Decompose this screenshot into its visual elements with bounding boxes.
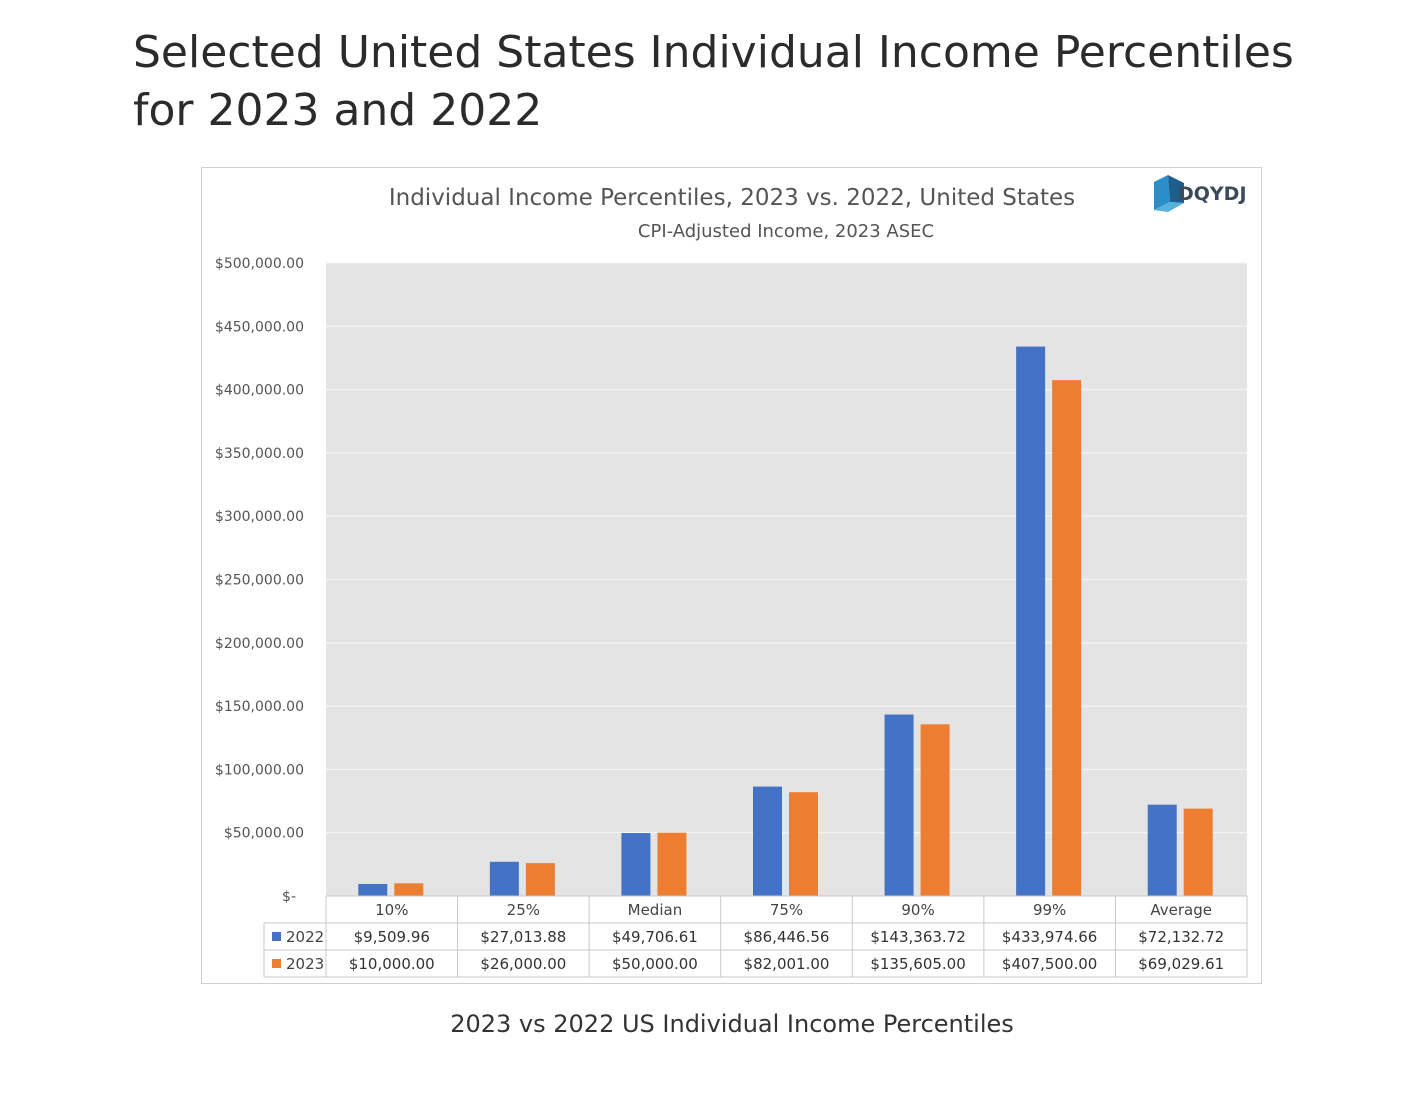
data-label: $49,706.61 — [612, 928, 698, 946]
x-tick-label: 10% — [375, 901, 408, 919]
y-tick-label: $- — [282, 889, 296, 905]
y-tick-label: $50,000.00 — [224, 826, 304, 842]
y-tick-label: $350,000.00 — [215, 446, 304, 462]
bar-2023-10pct — [394, 883, 424, 896]
bar-2022-10pct — [358, 883, 388, 896]
x-tick-label: 25% — [507, 901, 540, 919]
data-label: $433,974.66 — [1002, 928, 1097, 946]
y-tick-label: $200,000.00 — [215, 636, 304, 652]
page-title: Selected United States Individual Income… — [133, 27, 1294, 136]
y-tick-label: $150,000.00 — [215, 699, 304, 715]
x-tick-label: 90% — [901, 901, 934, 919]
data-label: $10,000.00 — [349, 955, 435, 973]
bar-2023-median — [657, 832, 687, 896]
data-label: $407,500.00 — [1002, 955, 1097, 973]
y-tick-label: $450,000.00 — [215, 319, 304, 335]
data-label: $27,013.88 — [480, 928, 566, 946]
y-tick-label: $500,000.00 — [215, 256, 304, 272]
y-tick-label: $400,000.00 — [215, 383, 304, 399]
bar-2022-90pct — [884, 714, 914, 896]
x-tick-label: Median — [628, 901, 683, 919]
data-label: $86,446.56 — [744, 928, 830, 946]
bar-2022-75pct — [753, 786, 782, 896]
legend-label-2022: 2022 — [286, 928, 324, 946]
bar-2022-median — [621, 833, 651, 896]
data-label: $135,605.00 — [870, 955, 965, 973]
chart-figure: Individual Income Percentiles, 2023 vs. … — [201, 167, 1262, 984]
x-tick-label: Average — [1150, 901, 1212, 919]
chart-subtitle: CPI-Adjusted Income, 2023 ASEC — [638, 221, 934, 242]
legend-label-2023: 2023 — [286, 955, 324, 973]
bar-2022-25pct — [489, 861, 519, 896]
bar-2023-average — [1183, 808, 1213, 896]
data-label: $9,509.96 — [354, 928, 430, 946]
chart-title: Individual Income Percentiles, 2023 vs. … — [389, 185, 1075, 211]
legend-swatch-2023 — [272, 959, 281, 968]
dqydj-logo-icon — [1154, 175, 1184, 212]
y-tick-label: $250,000.00 — [215, 573, 304, 589]
x-tick-label: 75% — [770, 901, 803, 919]
legend-swatch-2022 — [272, 932, 281, 941]
bar-2022-99pct — [1016, 346, 1046, 896]
data-label: $143,363.72 — [870, 928, 965, 946]
figure-caption: 2023 vs 2022 US Individual Income Percen… — [450, 1010, 1014, 1038]
bar-2022-average — [1147, 804, 1177, 896]
x-tick-label: 99% — [1033, 901, 1066, 919]
data-label: $50,000.00 — [612, 955, 698, 973]
data-label: $69,029.61 — [1138, 955, 1224, 973]
y-tick-label: $300,000.00 — [215, 509, 304, 525]
logo-text: DQYDJ — [1178, 183, 1247, 205]
data-label: $72,132.72 — [1138, 928, 1224, 946]
data-label: $26,000.00 — [480, 955, 566, 973]
bar-2023-25pct — [525, 863, 555, 896]
bar-2023-75pct — [789, 792, 818, 896]
income-percentile-chart: Individual Income Percentiles, 2023 vs. … — [215, 175, 1248, 978]
y-tick-label: $100,000.00 — [215, 762, 304, 778]
bar-2023-90pct — [920, 724, 950, 896]
data-label: $82,001.00 — [744, 955, 830, 973]
bar-2023-99pct — [1052, 380, 1082, 896]
